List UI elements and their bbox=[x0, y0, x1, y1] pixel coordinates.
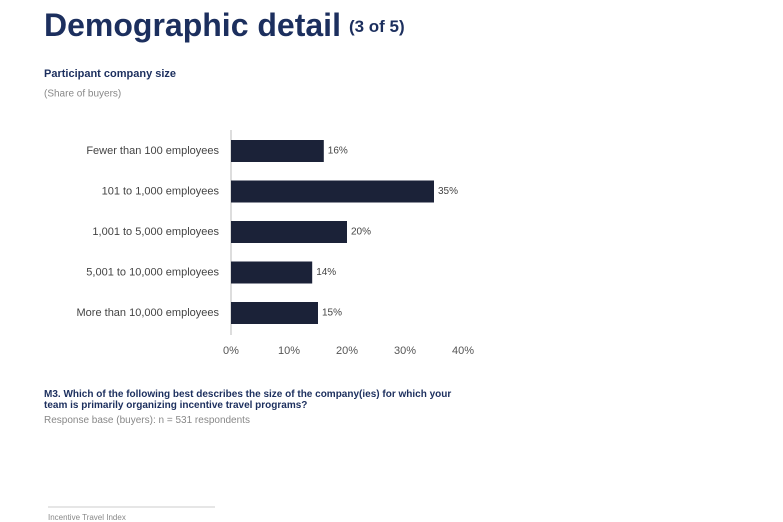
value-label: 16% bbox=[328, 146, 348, 157]
footer: Incentive Travel Index bbox=[48, 513, 126, 522]
category-label: 101 to 1,000 employees bbox=[102, 185, 220, 197]
x-tick-label: 30% bbox=[394, 345, 416, 357]
bar bbox=[231, 302, 318, 324]
x-tick-label: 10% bbox=[278, 345, 300, 357]
category-label: Fewer than 100 employees bbox=[86, 145, 219, 157]
response-base: Response base (buyers): n = 531 responde… bbox=[44, 415, 250, 426]
value-label: 14% bbox=[316, 267, 336, 278]
category-label: More than 10,000 employees bbox=[77, 307, 220, 319]
x-tick-label: 40% bbox=[452, 345, 474, 357]
category-label: 1,001 to 5,000 employees bbox=[92, 226, 219, 238]
x-tick-label: 0% bbox=[223, 345, 239, 357]
value-label: 35% bbox=[438, 186, 458, 197]
question: M3. Which of the following best describe… bbox=[44, 389, 452, 411]
bar bbox=[231, 221, 347, 243]
bar bbox=[231, 261, 313, 284]
category-label: 5,001 to 10,000 employees bbox=[86, 266, 219, 278]
value-label: 20% bbox=[351, 227, 371, 238]
title-text: Demographic detail bbox=[44, 7, 341, 43]
page-count: (3 of 5) bbox=[349, 17, 405, 36]
chart-subtitle: (Share of buyers) bbox=[44, 89, 121, 100]
chart-title: Participant company size bbox=[44, 68, 176, 80]
bar bbox=[231, 180, 434, 203]
bar bbox=[231, 140, 324, 162]
x-tick-label: 20% bbox=[336, 345, 358, 357]
page-title: Demographic detail (3 of 5) bbox=[44, 7, 405, 43]
value-label: 15% bbox=[322, 308, 342, 319]
